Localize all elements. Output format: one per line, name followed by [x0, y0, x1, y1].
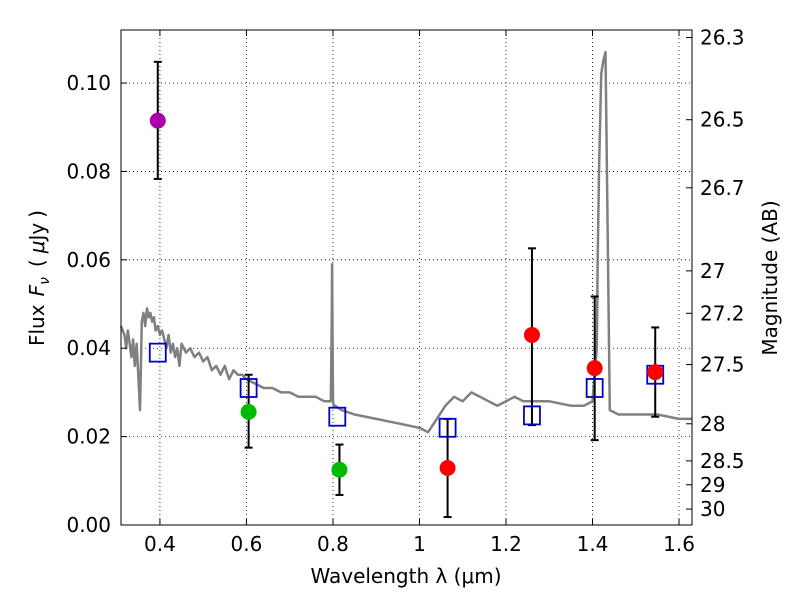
right-tick-label: 28.5 — [700, 449, 745, 473]
y-tick-label: 0.02 — [66, 425, 111, 449]
model-spectrum — [119, 50, 692, 434]
y-label-prefix: Flux — [25, 304, 49, 346]
right-axis-label: Magnitude (AB) — [758, 200, 782, 355]
x-tick-label: 0.4 — [144, 532, 176, 556]
right-tick-label: 30 — [700, 497, 725, 521]
model-square-marker — [585, 378, 604, 398]
y-tick-label: 0.08 — [66, 159, 111, 183]
y-label-mu: μ — [25, 241, 49, 255]
y-label-subscript: ν — [37, 277, 53, 285]
observed-point — [331, 461, 348, 478]
model-square-marker — [148, 342, 167, 363]
model-spectrum-line — [119, 50, 692, 434]
y-tick-label: 0.06 — [66, 248, 111, 272]
x-tick-label: 0.6 — [231, 532, 263, 556]
observed-point — [523, 326, 540, 343]
error-bars — [153, 60, 660, 519]
observed-point — [647, 364, 664, 381]
right-tick-label: 27.2 — [700, 301, 745, 325]
model-photometry — [148, 342, 665, 438]
right-tick-label: 26.7 — [700, 176, 745, 200]
x-tick-label: 1.6 — [663, 532, 695, 556]
y-label-close: ) — [25, 210, 49, 218]
right-tick-label: 28 — [700, 412, 725, 436]
right-tick-label: 26.5 — [700, 108, 745, 132]
model-square-marker — [438, 417, 457, 438]
x-tick-label: 1.2 — [490, 532, 522, 556]
right-tick-label: 29 — [700, 473, 725, 497]
y-label-unit: Jy — [25, 223, 49, 243]
x-tick-label: 1 — [413, 532, 426, 556]
x-axis-label: Wavelength λ (μm) — [310, 564, 501, 588]
x-tick-label: 1.4 — [577, 532, 609, 556]
y-tick-label: 0.10 — [66, 71, 111, 95]
x-tick-label: 0.8 — [317, 532, 349, 556]
right-tick-label: 26.3 — [700, 26, 745, 50]
observed-point — [586, 360, 603, 377]
grid — [121, 30, 692, 525]
observed-point — [240, 403, 257, 420]
observed-point — [439, 459, 456, 476]
right-tick-label: 27 — [700, 259, 725, 283]
model-square-marker — [239, 378, 258, 398]
y-axis-label: Flux Fν ( μJy) — [25, 210, 53, 346]
plot-frame — [120, 29, 693, 526]
model-square-marker — [328, 406, 347, 427]
y-tick-label: 0.04 — [66, 336, 111, 360]
observed-points — [149, 112, 664, 478]
y-tick-label: 0.00 — [66, 513, 111, 537]
x-axis-ticks: 0.4 0.6 0.8 1 1.2 1.4 1.6 — [144, 30, 695, 556]
model-square-marker — [523, 405, 541, 426]
y-label-open: ( — [25, 259, 49, 267]
y-axis-ticks: 0.00 0.02 0.04 0.06 0.08 0.10 — [66, 71, 127, 537]
y-label-symbol: F — [25, 284, 49, 296]
right-tick-label: 27.5 — [700, 353, 745, 377]
observed-point — [149, 112, 166, 129]
